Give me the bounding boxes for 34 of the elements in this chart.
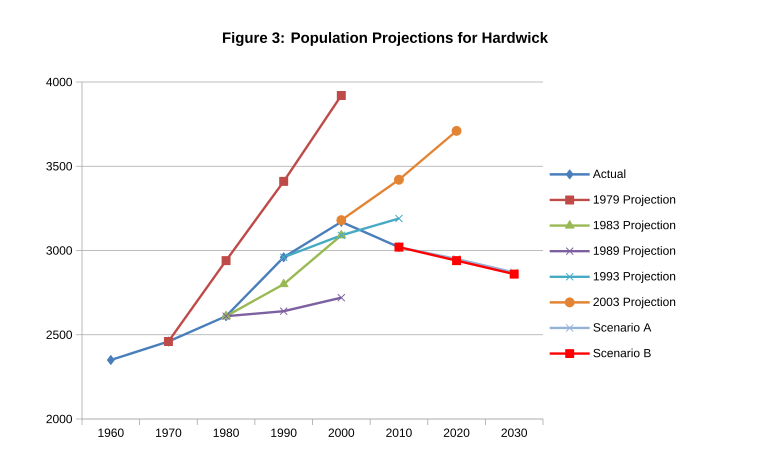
point	[336, 90, 346, 100]
y-tick-label: 3500	[46, 162, 72, 170]
point	[394, 214, 403, 223]
x-tick-label: 2000	[328, 428, 354, 437]
point	[278, 278, 288, 288]
legend-label: Scenario B	[593, 348, 651, 358]
x-tick-label: 2010	[386, 428, 412, 437]
x-tick-label: 1980	[214, 428, 239, 437]
legend-label: 1979 Projection	[594, 194, 676, 206]
chart-title: Figure 3: Population Projections for Hardwick	[222, 32, 548, 46]
y-tick-label: 4000	[46, 78, 72, 86]
x-tick-label: 1970	[156, 428, 182, 437]
x-tick-label: 1960	[98, 428, 124, 437]
y-tick-label: 2000	[46, 414, 72, 424]
point	[106, 355, 115, 366]
legend-label: 1983 Projection	[594, 220, 676, 232]
x-tick-label: 2030	[501, 428, 528, 437]
legend-label: 1993 Projection	[594, 272, 676, 283]
point	[452, 256, 462, 266]
point	[337, 294, 346, 302]
x-tick-label: 2020	[444, 428, 470, 437]
legend-label: 1989 Projection	[594, 246, 676, 258]
y-tick-label: 3000	[46, 246, 72, 255]
legend-label: Actual	[592, 169, 626, 178]
y-tick-label: 2500	[46, 330, 72, 339]
legend-label: Scenario A	[593, 322, 652, 332]
point	[510, 270, 519, 279]
point	[280, 307, 288, 316]
point	[394, 174, 404, 185]
point	[452, 126, 462, 136]
x-tick-label: 1990	[271, 428, 297, 437]
point	[279, 176, 288, 186]
point	[222, 256, 231, 266]
legend-label: 2003 Projection	[593, 297, 676, 308]
